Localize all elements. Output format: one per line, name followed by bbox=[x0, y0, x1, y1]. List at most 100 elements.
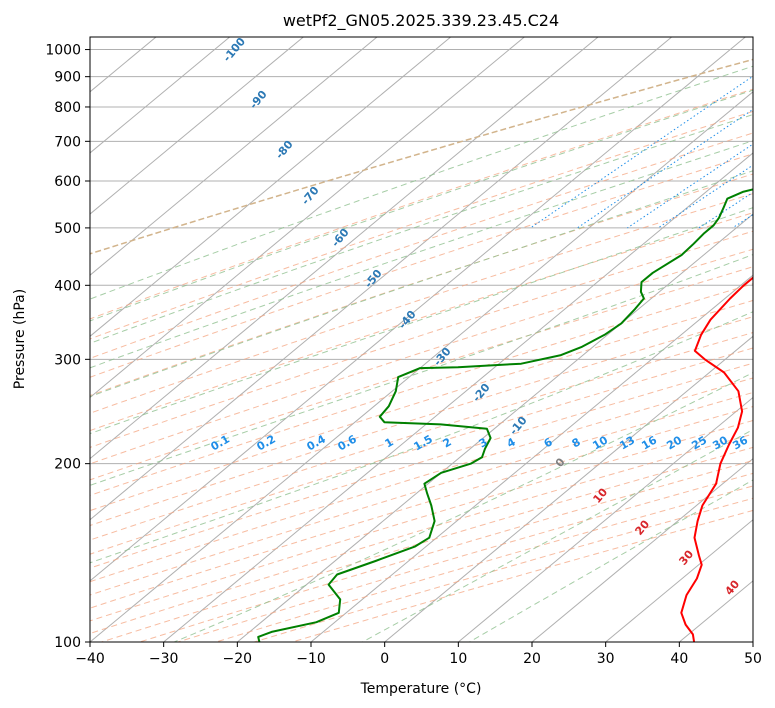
isotherm-line bbox=[310, 274, 753, 642]
moist-adiabat-line bbox=[90, 89, 753, 322]
moist-adiabat-line bbox=[90, 207, 753, 435]
x-tick-label: −30 bbox=[149, 651, 179, 667]
dry-adiabat-line bbox=[90, 377, 753, 583]
dry-adiabat-line bbox=[90, 193, 753, 414]
dry-adiabat-line bbox=[90, 58, 753, 255]
dry-adiabat-line bbox=[101, 446, 753, 642]
y-axis-ticks: 1000 900 800 700 600 500 400 300 200 100 bbox=[45, 43, 90, 651]
isotherm-line bbox=[90, 91, 753, 642]
moist-adiabat-lines bbox=[90, 65, 753, 642]
isotherm-label: -70 bbox=[299, 184, 322, 208]
y-axis-label: Pressure (hPa) bbox=[12, 289, 28, 389]
moist-adiabat-line bbox=[90, 311, 753, 564]
mixing-ratio-line bbox=[732, 214, 753, 229]
dry-adiabat-line bbox=[90, 110, 753, 340]
isotherm-line bbox=[237, 213, 753, 642]
dry-adiabat-line bbox=[215, 485, 753, 642]
moist-adiabat-line bbox=[174, 372, 753, 642]
dry-adiabat-line bbox=[90, 173, 753, 397]
sounding-profiles bbox=[257, 188, 753, 642]
y-tick-label: 400 bbox=[54, 278, 81, 294]
dry-adiabat-line bbox=[90, 433, 753, 634]
moist-adiabat-line bbox=[90, 65, 753, 300]
dry-adiabat-line bbox=[90, 299, 753, 512]
isotherm-line bbox=[90, 37, 231, 154]
x-tick-label: 20 bbox=[523, 651, 541, 667]
chart-title: wetPf2_GN05.2025.339.23.45.C24 bbox=[283, 11, 559, 31]
dry-adiabat-line bbox=[90, 316, 753, 527]
moist-adiabat-label: 20 bbox=[632, 517, 652, 537]
x-axis-ticks: −40 −30 −20 −10 0 10 20 30 40 50 bbox=[75, 642, 762, 667]
dry-adiabat-line bbox=[90, 132, 753, 359]
isotherm-line bbox=[163, 152, 753, 642]
moist-adiabat-line bbox=[469, 479, 753, 642]
x-tick-label: 10 bbox=[449, 651, 467, 667]
dry-adiabat-line bbox=[90, 283, 753, 496]
isotherm-label: -60 bbox=[329, 226, 352, 250]
y-tick-label: 900 bbox=[54, 70, 81, 86]
x-tick-label: 0 bbox=[380, 651, 389, 667]
x-tick-label: −40 bbox=[75, 651, 105, 667]
moist-adiabat-line bbox=[90, 170, 753, 398]
mixing-ratio-label: 1.5 bbox=[412, 432, 435, 453]
y-tick-label: 600 bbox=[54, 174, 81, 190]
mixing-ratio-label: 6 bbox=[542, 435, 555, 450]
isotherm-label: -20 bbox=[470, 381, 493, 405]
mixing-ratio-label: 8 bbox=[570, 435, 583, 450]
moist-adiabat-label: 30 bbox=[676, 547, 696, 567]
x-tick-label: −10 bbox=[296, 651, 326, 667]
y-tick-label: 700 bbox=[54, 134, 81, 150]
isotherm-label: -90 bbox=[247, 88, 270, 112]
mixing-ratio-line bbox=[530, 75, 753, 229]
mixing-ratio-label: 0.2 bbox=[255, 432, 278, 453]
isotherm-line bbox=[0, 37, 9, 642]
isotherm-line bbox=[90, 37, 452, 337]
dry-adiabat-line bbox=[90, 88, 753, 320]
mixing-ratio-label: 10 bbox=[590, 433, 610, 452]
dry-adiabat-line bbox=[90, 212, 753, 432]
isotherm-line bbox=[90, 37, 378, 276]
dry-adiabat-line bbox=[139, 460, 753, 642]
moist-adiabat-line bbox=[90, 254, 753, 486]
dry-adiabat-line bbox=[90, 248, 753, 465]
dry-adiabat-line bbox=[90, 391, 753, 596]
mixing-ratio-lines bbox=[530, 37, 775, 229]
y-tick-label: 100 bbox=[54, 635, 81, 651]
y-tick-label: 1000 bbox=[45, 43, 81, 59]
dry-adiabat-lines bbox=[90, 58, 753, 642]
mixing-ratio-line bbox=[577, 108, 753, 229]
isotherm-line bbox=[90, 37, 525, 399]
plot-frame bbox=[89, 36, 754, 643]
isotherm-line bbox=[90, 37, 304, 215]
x-axis-label: Temperature (°C) bbox=[360, 681, 482, 697]
dry-adiabat-line bbox=[90, 362, 753, 569]
y-tick-label: 200 bbox=[54, 457, 81, 473]
mixing-ratio-label: 0.1 bbox=[209, 432, 232, 453]
dry-adiabat-line bbox=[90, 230, 753, 448]
temperature-profile-line bbox=[680, 276, 753, 642]
isotherm-line bbox=[605, 519, 753, 642]
isotherm-label: -10 bbox=[507, 414, 530, 438]
mixing-ratio-label: 13 bbox=[617, 434, 637, 453]
mixing-ratio-label: 16 bbox=[639, 433, 659, 452]
moist-adiabat-line bbox=[90, 113, 753, 344]
moist-adiabat-line bbox=[90, 140, 753, 369]
mixing-ratio-line bbox=[757, 37, 775, 228]
mixing-ratio-label: 1 bbox=[383, 435, 396, 450]
isotherm-line bbox=[458, 396, 753, 642]
dry-adiabat-line bbox=[90, 332, 753, 541]
y-tick-label: 300 bbox=[54, 352, 81, 368]
isotherm-line bbox=[384, 335, 753, 642]
x-tick-label: 50 bbox=[744, 651, 762, 667]
isotherm-line bbox=[531, 457, 753, 642]
mixing-ratio-label: 0.4 bbox=[305, 432, 329, 453]
dry-adiabat-line bbox=[90, 406, 753, 609]
dry-adiabat-line bbox=[90, 153, 753, 378]
dry-adiabat-line bbox=[90, 347, 753, 555]
pressure-gridlines bbox=[90, 49, 753, 642]
isotherm-line bbox=[90, 37, 746, 582]
y-tick-label: 800 bbox=[54, 100, 81, 116]
x-tick-label: −20 bbox=[223, 651, 253, 667]
isotherm-line bbox=[752, 641, 753, 642]
isotherm-line bbox=[90, 37, 673, 521]
